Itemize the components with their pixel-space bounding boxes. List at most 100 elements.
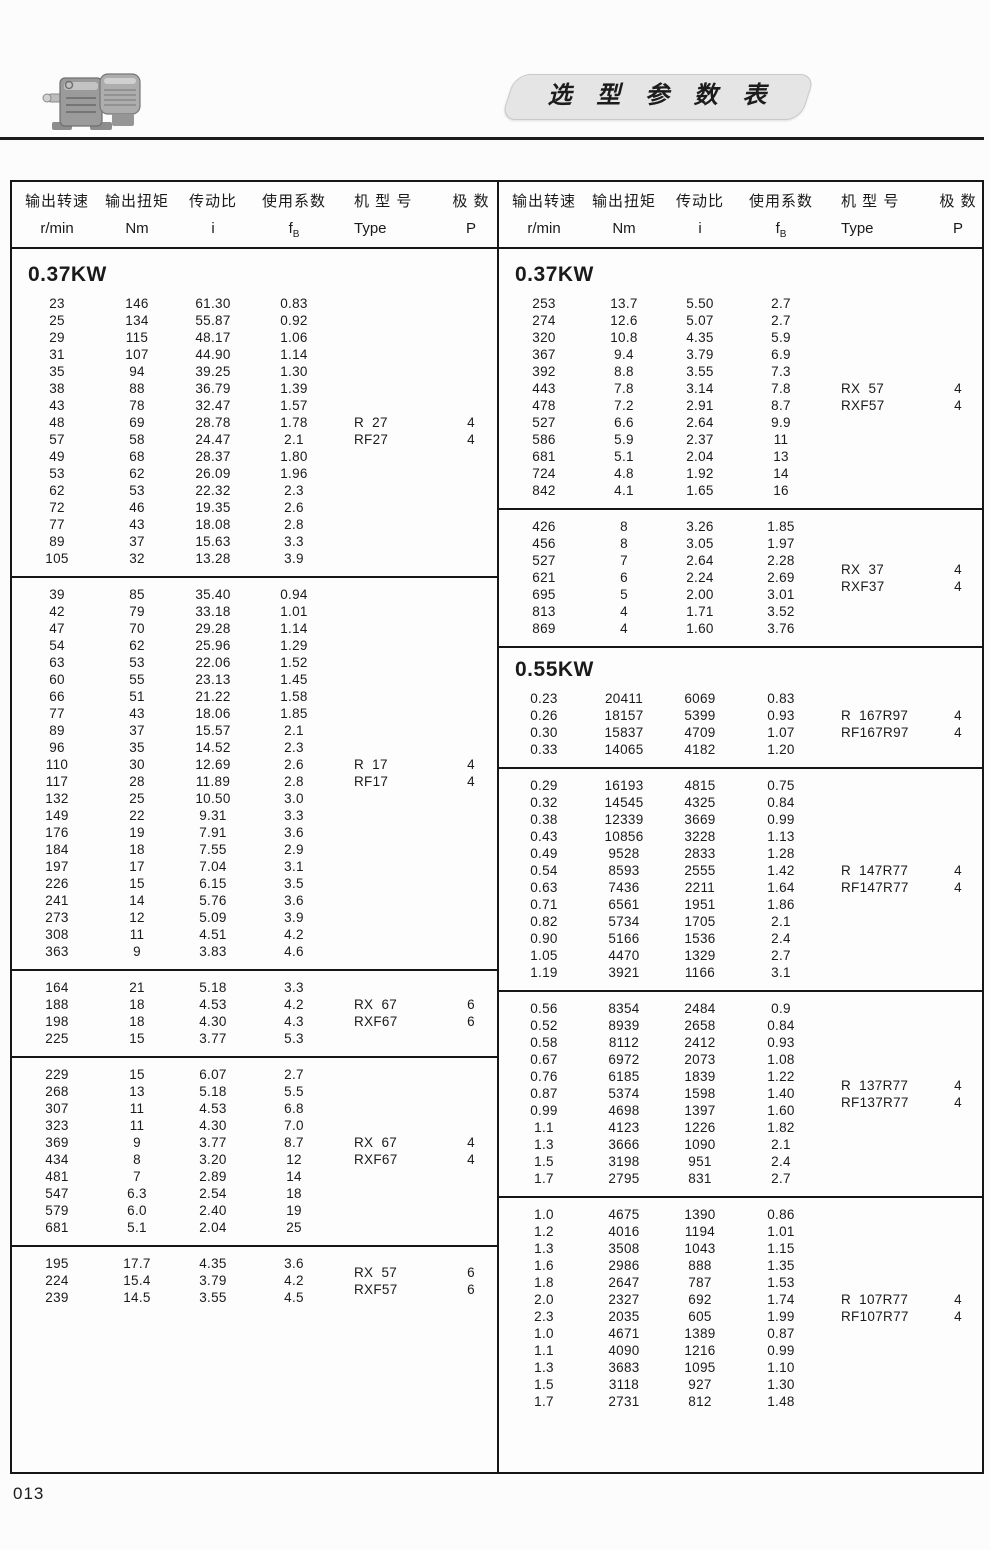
cell-ratio: 3.77	[199, 1031, 227, 1046]
cell-ratio: 5.09	[199, 910, 227, 925]
cell-speed: 842	[532, 483, 556, 498]
cell-poles: 4	[954, 578, 962, 594]
cell-speed: 268	[45, 1084, 69, 1099]
cell-speed: 57	[49, 432, 65, 447]
cell-speed: 2.0	[534, 1292, 554, 1307]
cell-service-factor: 0.84	[767, 1018, 795, 1033]
table-row: 0.32 14545 4325 0.84	[499, 794, 982, 811]
cell-torque: 62	[129, 466, 145, 481]
cell-speed: 273	[45, 910, 69, 925]
table-row: 443 7.8 3.14 7.8	[499, 380, 982, 397]
cell-speed: 0.76	[530, 1069, 558, 1084]
cell-torque: 18	[129, 842, 145, 857]
block-separator	[12, 1245, 497, 1247]
cell-speed: 681	[532, 449, 556, 464]
cell-ratio: 18.06	[195, 706, 231, 721]
cell-ratio: 4.30	[199, 1118, 227, 1133]
cell-service-factor: 1.22	[767, 1069, 795, 1084]
cell-ratio: 7.55	[199, 842, 227, 857]
col-header-unit: P	[465, 220, 476, 237]
cell-torque: 20411	[604, 691, 644, 706]
cell-torque: 8939	[608, 1018, 640, 1033]
table-row: 198 18 4.30 4.3	[12, 1013, 497, 1030]
cell-ratio: 44.90	[195, 347, 231, 362]
table-row: 54 62 25.96 1.29	[12, 637, 497, 654]
cell-speed: 229	[45, 1067, 69, 1082]
cell-service-factor: 0.86	[767, 1207, 795, 1222]
cell-speed: 434	[45, 1152, 69, 1167]
cell-ratio: 692	[688, 1292, 712, 1307]
col-header-unit: Type	[841, 220, 874, 237]
table-row: 0.99 4698 1397 1.60	[499, 1102, 982, 1119]
table-row: 323 11 4.30 7.0	[12, 1117, 497, 1134]
cell-ratio: 48.17	[195, 330, 231, 345]
cell-ratio: 28.37	[195, 449, 231, 464]
table-row: 1.1 4090 1216 0.99	[499, 1342, 982, 1359]
cell-ratio: 11.89	[195, 774, 231, 789]
cell-type: RXF37	[841, 578, 885, 594]
cell-torque: 14545	[604, 795, 644, 810]
table-row: 0.87 5374 1598 1.40	[499, 1085, 982, 1102]
column-header: 输出转速 输出扭矩 传动比 使用系数 机 型 号 极 数 r/min Nm i fB Type P	[499, 182, 982, 249]
cell-speed: 426	[532, 519, 556, 534]
cell-ratio: 1.60	[686, 621, 714, 636]
cell-ratio: 2833	[684, 846, 716, 861]
selection-parameter-table: 输出转速 输出扭矩 传动比 使用系数机 型 号极 数 r/min Nm i fB Type P 0…	[10, 180, 984, 1474]
type-designation-row: RF167R97 4	[499, 724, 984, 741]
data-block: 195 17.7 4.35 3.6 224 15.4 3.79 4.2 239 14.5 3.55 4…	[12, 1247, 497, 1315]
table-row: 320 10.8 4.35 5.9	[499, 329, 982, 346]
cell-speed: 1.0	[534, 1326, 554, 1341]
cell-torque: 37	[129, 534, 145, 549]
table-row: 1.7 2795 831 2.7	[499, 1170, 982, 1187]
cell-ratio: 4709	[684, 725, 716, 740]
cell-ratio: 605	[688, 1309, 712, 1324]
cell-torque: 13.7	[610, 296, 638, 311]
cell-speed: 110	[45, 757, 69, 772]
cell-poles: 6	[467, 1281, 475, 1297]
cell-speed: 0.52	[530, 1018, 558, 1033]
cell-ratio: 2.37	[686, 432, 714, 447]
cell-ratio: 3669	[684, 812, 716, 827]
cell-torque: 85	[129, 587, 145, 602]
table-body-right: 0.37KW 253 13.7 5.50 2.7 274 12.6 5.07 2.7 320 10.…	[499, 249, 982, 1419]
cell-torque: 51	[129, 689, 145, 704]
cell-ratio: 9.31	[199, 808, 227, 823]
cell-speed: 1.7	[534, 1171, 554, 1186]
cell-speed: 0.87	[530, 1086, 558, 1101]
cell-ratio: 2.54	[199, 1186, 227, 1201]
cell-speed: 96	[49, 740, 65, 755]
cell-speed: 320	[532, 330, 556, 345]
type-designation-row: RX 37 4	[499, 561, 984, 578]
cell-speed: 0.90	[530, 931, 558, 946]
cell-speed: 2.3	[534, 1309, 554, 1324]
type-designation-row: RX 67 4	[12, 1134, 499, 1151]
cell-speed: 241	[45, 893, 69, 908]
cell-service-factor: 7.8	[771, 381, 791, 396]
cell-service-factor: 0.93	[767, 708, 795, 723]
table-row: 1.3 3683 1095 1.10	[499, 1359, 982, 1376]
cell-ratio: 15.57	[195, 723, 231, 738]
cell-ratio: 18.08	[195, 517, 231, 532]
col-header-unit: i	[698, 220, 702, 237]
cell-speed: 1.6	[534, 1258, 554, 1273]
power-section-label: 0.55KW	[515, 658, 594, 681]
cell-ratio: 1839	[684, 1069, 716, 1084]
cell-service-factor: 1.52	[280, 655, 308, 670]
table-row: 1.0 4671 1389 0.87	[499, 1325, 982, 1342]
data-block: 0.55KW 0.23 20411 6069 0.83 0.26 18157 5399 0.93…	[499, 648, 982, 767]
cell-speed: 481	[45, 1169, 69, 1184]
type-designation-row: RX 57 6	[12, 1264, 499, 1281]
table-row: 49 68 28.37 1.80	[12, 448, 497, 465]
type-designation-row: RF147R77 4	[499, 879, 984, 896]
cell-torque: 58	[129, 432, 145, 447]
cell-speed: 43	[49, 398, 65, 413]
cell-ratio: 1536	[684, 931, 716, 946]
cell-ratio: 2.04	[199, 1220, 227, 1235]
cell-torque: 9528	[608, 846, 640, 861]
cell-speed: 149	[45, 808, 69, 823]
cell-ratio: 13.28	[195, 551, 231, 566]
cell-service-factor: 3.3	[284, 534, 304, 549]
table-row: 110 30 12.69 2.6	[12, 756, 497, 773]
cell-speed: 198	[45, 1014, 69, 1029]
table-row: 77 43 18.08 2.8	[12, 516, 497, 533]
